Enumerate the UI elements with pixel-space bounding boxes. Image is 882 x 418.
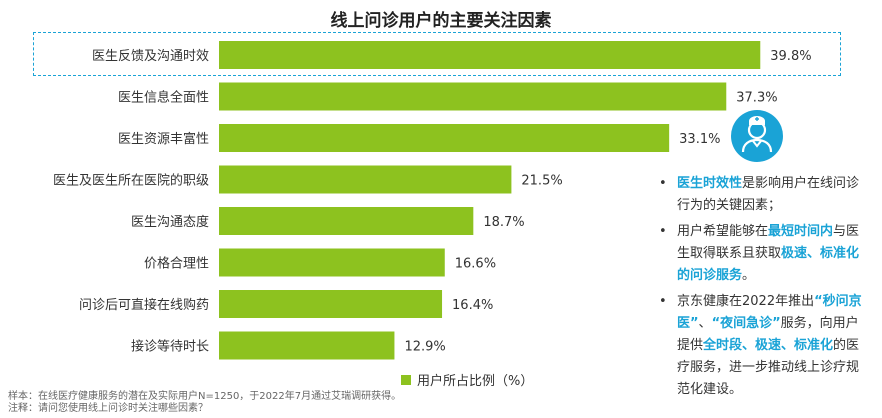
category-label: 医生信息全面性 [118, 90, 209, 106]
sample-note: 样本：在线医疗健康服务的潜在及实际用户N=1250，于2022年7月通过艾瑞调研… [8, 391, 402, 402]
category-label: 接诊等待时长 [131, 339, 209, 355]
chart-title: 线上问诊用户的主要关注因素 [330, 11, 552, 31]
category-label: 医生及医生所在医院的职级 [53, 173, 209, 189]
bar [219, 207, 474, 235]
highlight-box [33, 32, 841, 76]
insight-text: 是影响用户在线问诊行为的关键因素； [677, 176, 860, 213]
highlight-text: 医生时效性 [677, 176, 743, 191]
bar [219, 124, 670, 152]
category-label: 价格合理性 [144, 256, 209, 272]
bar [219, 165, 512, 194]
question-note: 注释：请问您使用线上问诊时关注哪些因素？ [8, 403, 208, 414]
insight-list: 医生时效性是影响用户在线问诊行为的关键因素；用户希望能够在最短时间内与医生取得联… [657, 173, 862, 401]
insight-text: 用户希望能够在 [677, 224, 769, 239]
highlight-text: 全时段、极速、标准化 [703, 338, 834, 353]
value-label: 33.1% [679, 132, 720, 147]
category-label: 医生资源丰富性 [118, 131, 209, 147]
legend-swatch [401, 374, 411, 385]
highlight-text: 极速、标准化的问诊服务 [677, 246, 860, 283]
insight-item: 医生时效性是影响用户在线问诊行为的关键因素； [657, 173, 862, 217]
category-label: 医生沟通态度 [131, 214, 209, 230]
category-label: 问诊后可直接在线购药 [79, 297, 209, 313]
value-label: 21.5% [521, 174, 562, 189]
insight-panel: 医生时效性是影响用户在线问诊行为的关键因素；用户希望能够在最短时间内与医生取得联… [657, 173, 862, 405]
highlight-text: 最短时间内 [768, 224, 834, 239]
bar [219, 290, 443, 318]
bar [219, 248, 445, 277]
bar [219, 331, 395, 360]
insight-item: 用户希望能够在最短时间内与医生取得联系且获取极速、标准化的问诊服务。 [657, 221, 862, 287]
insight-text: 与医生取得联系且获取 [677, 224, 860, 261]
legend: 用户所占比例（%） [401, 370, 533, 389]
category-label: 医生反馈及沟通时效 [92, 49, 209, 64]
insight-text: 服务，向用户提供 [677, 316, 859, 353]
highlight-text: “秒问京医” [677, 294, 862, 331]
value-label: 37.3% [736, 91, 777, 106]
insight-text: 京东健康在2022年推出 [677, 294, 815, 309]
insight-text: 、 [698, 316, 712, 331]
highlight-text: “夜间急诊” [711, 316, 781, 331]
value-label: 39.8% [770, 49, 811, 64]
insight-text: 。 [742, 268, 756, 283]
legend-label: 用户所占比例（%） [417, 374, 534, 389]
insight-text: 的医疗服务，进一步推动线上诊疗规范化建设。 [677, 338, 860, 397]
value-label: 16.6% [455, 257, 496, 272]
chart-notes: 样本：在线医疗健康服务的潜在及实际用户N=1250，于2022年7月通过艾瑞调研… [8, 391, 401, 415]
insight-item: 京东健康在2022年推出“秒问京医”、“夜间急诊”服务，向用户提供全时段、极速、… [657, 291, 862, 401]
bar [219, 82, 727, 111]
doctor-icon [731, 110, 783, 162]
value-label: 18.7% [483, 215, 524, 230]
value-label: 16.4% [452, 298, 493, 313]
value-label: 12.9% [404, 340, 445, 355]
bar [219, 41, 761, 69]
